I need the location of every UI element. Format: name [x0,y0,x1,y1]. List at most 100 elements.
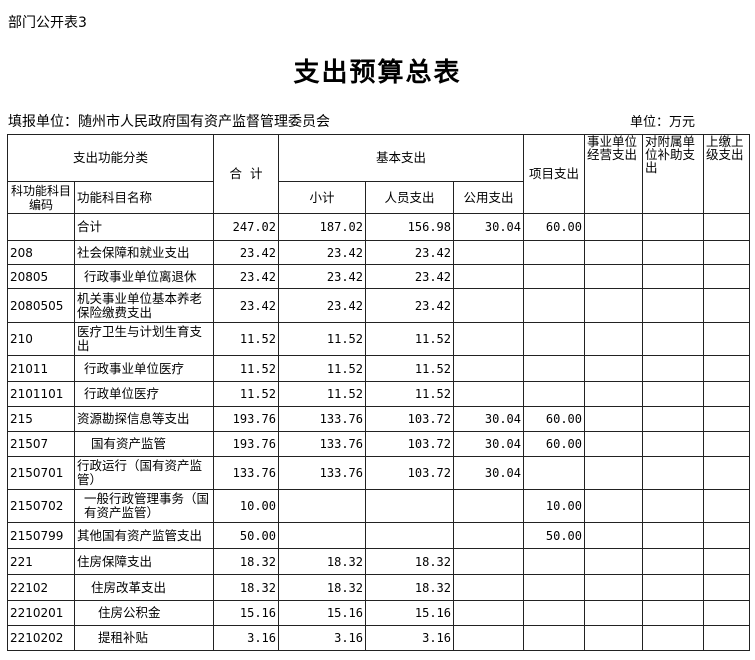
table-row: 20805 行政事业单位离退休 23.42 23.42 23.42 [7,264,750,289]
personnel-cell: 11.52 [365,355,454,382]
subsidiary-cell [642,406,704,432]
header-basic: 基本支出 [278,134,524,182]
subsidiary-cell [642,264,704,289]
header-name: 功能科目名称 [74,181,214,214]
business-cell [584,431,643,457]
upper-cell [703,548,750,575]
project-cell: 60.00 [523,213,585,241]
business-cell [584,574,643,601]
project-cell [523,625,585,651]
public-cell [453,264,524,289]
subsidiary-cell [642,625,704,651]
subtotal-cell: 18.32 [278,574,366,601]
total-cell: 18.32 [213,548,279,575]
subtotal-cell: 23.42 [278,264,366,289]
public-cell: 30.04 [453,456,524,490]
business-cell [584,381,643,407]
public-cell [453,240,524,265]
name-cell: 其他国有资产监管支出 [74,522,214,549]
table-row: 215 资源勘探信息等支出 193.76 133.76 103.72 30.04 60.00 [7,406,750,432]
upper-cell [703,431,750,457]
public-cell [453,322,524,356]
code-cell: 208 [7,240,75,265]
project-cell [523,355,585,382]
table-row: 2150799 其他国有资产监管支出 50.00 50.00 [7,522,750,549]
project-cell [523,240,585,265]
project-cell [523,600,585,626]
form-tag: 部门公开表3 [8,15,87,31]
project-cell: 10.00 [523,489,585,523]
personnel-cell: 103.72 [365,456,454,490]
subtotal-cell: 23.42 [278,288,366,323]
personnel-cell: 11.52 [365,322,454,356]
table-row: 221 住房保障支出 18.32 18.32 18.32 [7,548,750,575]
total-cell: 23.42 [213,264,279,289]
code-cell: 2210201 [7,600,75,626]
header-public: 公用支出 [453,181,524,214]
upper-cell [703,522,750,549]
public-cell [453,381,524,407]
subtotal-cell: 18.32 [278,548,366,575]
code-cell: 215 [7,406,75,432]
subsidiary-cell [642,213,704,241]
total-cell: 11.52 [213,381,279,407]
subsidiary-cell [642,489,704,523]
header-total: 合 计 [213,134,279,214]
code-cell: 210 [7,322,75,356]
total-cell: 11.52 [213,322,279,356]
subtotal-cell: 11.52 [278,322,366,356]
upper-cell [703,322,750,356]
upper-cell [703,489,750,523]
public-cell [453,574,524,601]
subtotal-cell: 23.42 [278,240,366,265]
header-business: 事业单位经营支出 [584,134,643,214]
name-cell: 住房改革支出 [74,574,214,601]
upper-cell [703,288,750,323]
subtotal-cell: 11.52 [278,381,366,407]
subsidiary-cell [642,574,704,601]
budget-table: 支出功能分类 合 计 基本支出 项目支出 事业单位经营支出 对附属单位补助支出 … [7,134,750,651]
business-cell [584,456,643,490]
project-cell [523,574,585,601]
name-cell: 机关事业单位基本养老保险缴费支出 [74,288,214,323]
project-cell [523,456,585,490]
upper-cell [703,355,750,382]
table-row: 2210201 住房公积金 15.16 15.16 15.16 [7,600,750,626]
header-row-1: 支出功能分类 合 计 基本支出 项目支出 事业单位经营支出 对附属单位补助支出 … [7,134,750,214]
name-cell: 资源勘探信息等支出 [74,406,214,432]
personnel-cell: 23.42 [365,240,454,265]
personnel-cell: 18.32 [365,548,454,575]
total-cell: 50.00 [213,522,279,549]
table-row: 2150702 一般行政管理事务（国有资产监管） 10.00 10.00 [7,489,750,523]
name-cell: 行政事业单位医疗 [74,355,214,382]
personnel-cell: 3.16 [365,625,454,651]
name-cell: 行政单位医疗 [74,381,214,407]
business-cell [584,240,643,265]
total-cell: 18.32 [213,574,279,601]
name-cell: 医疗卫生与计划生育支出 [74,322,214,356]
currency-unit: 单位：万元 [630,115,696,130]
public-cell [453,625,524,651]
page-title: 支出预算总表 [293,58,462,88]
total-cell: 23.42 [213,288,279,323]
upper-cell [703,456,750,490]
total-cell: 10.00 [213,489,279,523]
subtotal-cell: 11.52 [278,355,366,382]
header-row-2: 科功能科目编码 功能科目名称 小计 人员支出 公用支出 [7,181,750,214]
total-cell: 15.16 [213,600,279,626]
business-cell [584,548,643,575]
upper-cell [703,381,750,407]
reporting-unit: 填报单位：随州市人民政府国有资产监督管理委员会 [8,114,330,130]
upper-cell [703,240,750,265]
code-cell: 221 [7,548,75,575]
project-cell [523,381,585,407]
name-cell: 行政运行（国有资产监管） [74,456,214,490]
total-cell: 11.52 [213,355,279,382]
table-row: 2101101 行政单位医疗 11.52 11.52 11.52 [7,381,750,407]
name-cell: 提租补贴 [74,625,214,651]
project-cell: 60.00 [523,431,585,457]
upper-cell [703,406,750,432]
code-cell: 2101101 [7,381,75,407]
code-cell: 2150799 [7,522,75,549]
business-cell [584,288,643,323]
